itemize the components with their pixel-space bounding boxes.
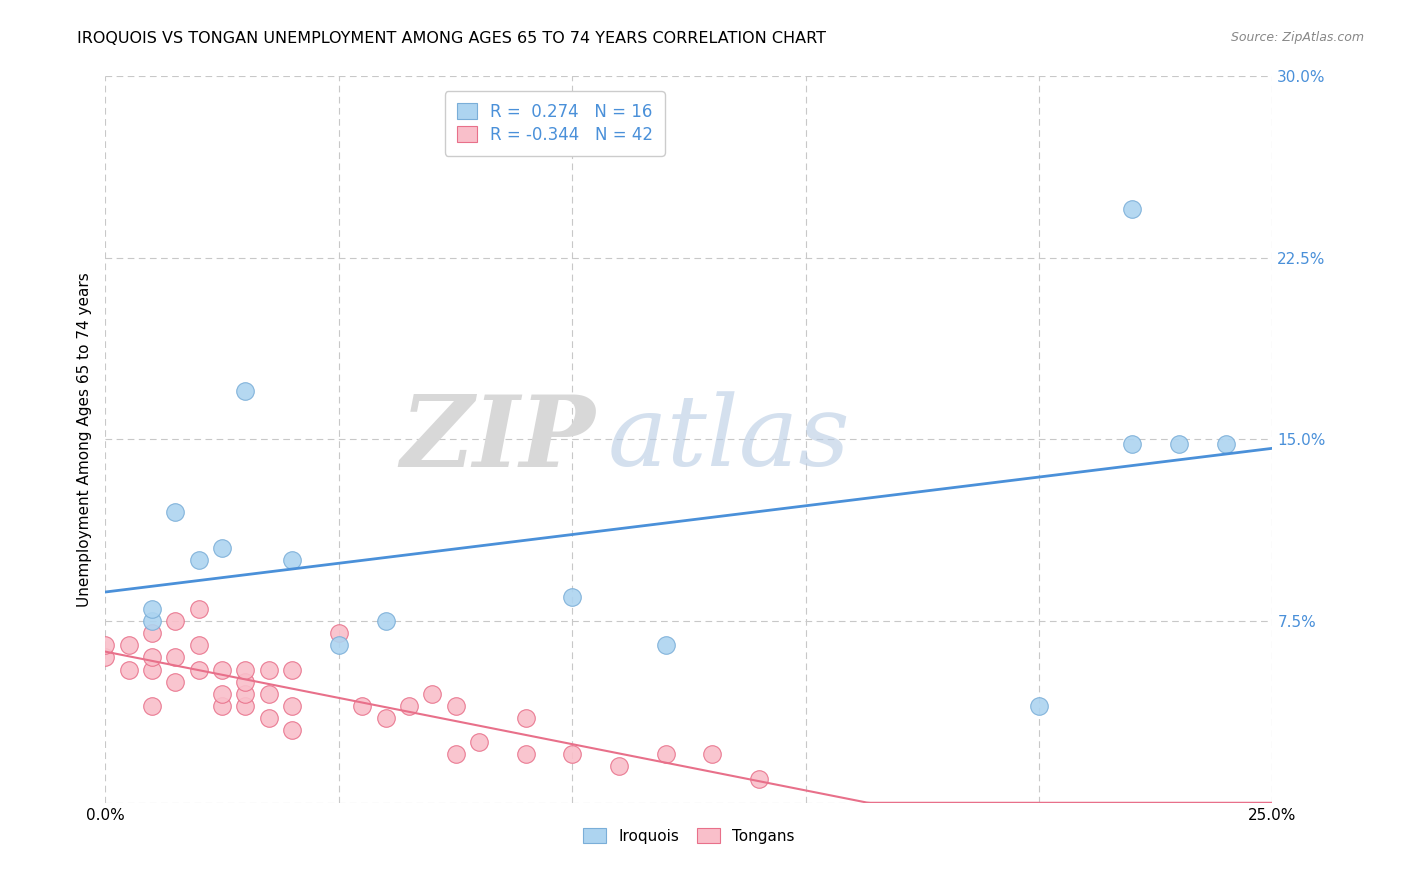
Point bbox=[141, 663, 163, 677]
Point bbox=[211, 541, 233, 556]
Point bbox=[468, 735, 491, 749]
Point bbox=[235, 674, 257, 689]
Point bbox=[515, 747, 537, 762]
Point bbox=[444, 747, 467, 762]
Point bbox=[141, 614, 163, 628]
Point bbox=[235, 384, 257, 398]
Point bbox=[398, 698, 420, 713]
Point bbox=[607, 759, 630, 773]
Point bbox=[141, 626, 163, 640]
Point bbox=[94, 638, 117, 652]
Point bbox=[165, 674, 187, 689]
Point bbox=[257, 663, 280, 677]
Point bbox=[444, 698, 467, 713]
Point bbox=[654, 747, 676, 762]
Text: atlas: atlas bbox=[607, 392, 851, 487]
Point bbox=[515, 711, 537, 725]
Point bbox=[257, 711, 280, 725]
Y-axis label: Unemployment Among Ages 65 to 74 years: Unemployment Among Ages 65 to 74 years bbox=[76, 272, 91, 607]
Point bbox=[94, 650, 117, 665]
Point bbox=[352, 698, 374, 713]
Point bbox=[141, 698, 163, 713]
Point bbox=[561, 747, 583, 762]
Point bbox=[374, 711, 396, 725]
Legend: Iroquois, Tongans: Iroquois, Tongans bbox=[576, 822, 801, 850]
Point bbox=[141, 650, 163, 665]
Point bbox=[702, 747, 724, 762]
Text: Source: ZipAtlas.com: Source: ZipAtlas.com bbox=[1230, 31, 1364, 45]
Point bbox=[374, 614, 396, 628]
Text: ZIP: ZIP bbox=[401, 391, 596, 488]
Point bbox=[1168, 437, 1191, 451]
Point bbox=[1215, 437, 1237, 451]
Point bbox=[257, 687, 280, 701]
Point bbox=[118, 663, 141, 677]
Point bbox=[187, 553, 209, 567]
Point bbox=[748, 772, 770, 786]
Point bbox=[561, 590, 583, 604]
Point bbox=[281, 698, 304, 713]
Point bbox=[165, 505, 187, 519]
Point bbox=[165, 650, 187, 665]
Point bbox=[235, 663, 257, 677]
Point bbox=[281, 723, 304, 737]
Point bbox=[1121, 437, 1143, 451]
Point bbox=[235, 698, 257, 713]
Point bbox=[211, 663, 233, 677]
Point bbox=[420, 687, 443, 701]
Point bbox=[281, 553, 304, 567]
Point bbox=[187, 663, 209, 677]
Point bbox=[328, 626, 350, 640]
Point bbox=[165, 614, 187, 628]
Point bbox=[187, 638, 209, 652]
Text: IROQUOIS VS TONGAN UNEMPLOYMENT AMONG AGES 65 TO 74 YEARS CORRELATION CHART: IROQUOIS VS TONGAN UNEMPLOYMENT AMONG AG… bbox=[77, 31, 827, 46]
Point bbox=[1121, 202, 1143, 216]
Point bbox=[328, 638, 350, 652]
Point bbox=[235, 687, 257, 701]
Point bbox=[141, 602, 163, 616]
Point bbox=[281, 663, 304, 677]
Point bbox=[654, 638, 676, 652]
Point bbox=[118, 638, 141, 652]
Point bbox=[187, 602, 209, 616]
Point bbox=[211, 687, 233, 701]
Point bbox=[211, 698, 233, 713]
Point bbox=[1028, 698, 1050, 713]
